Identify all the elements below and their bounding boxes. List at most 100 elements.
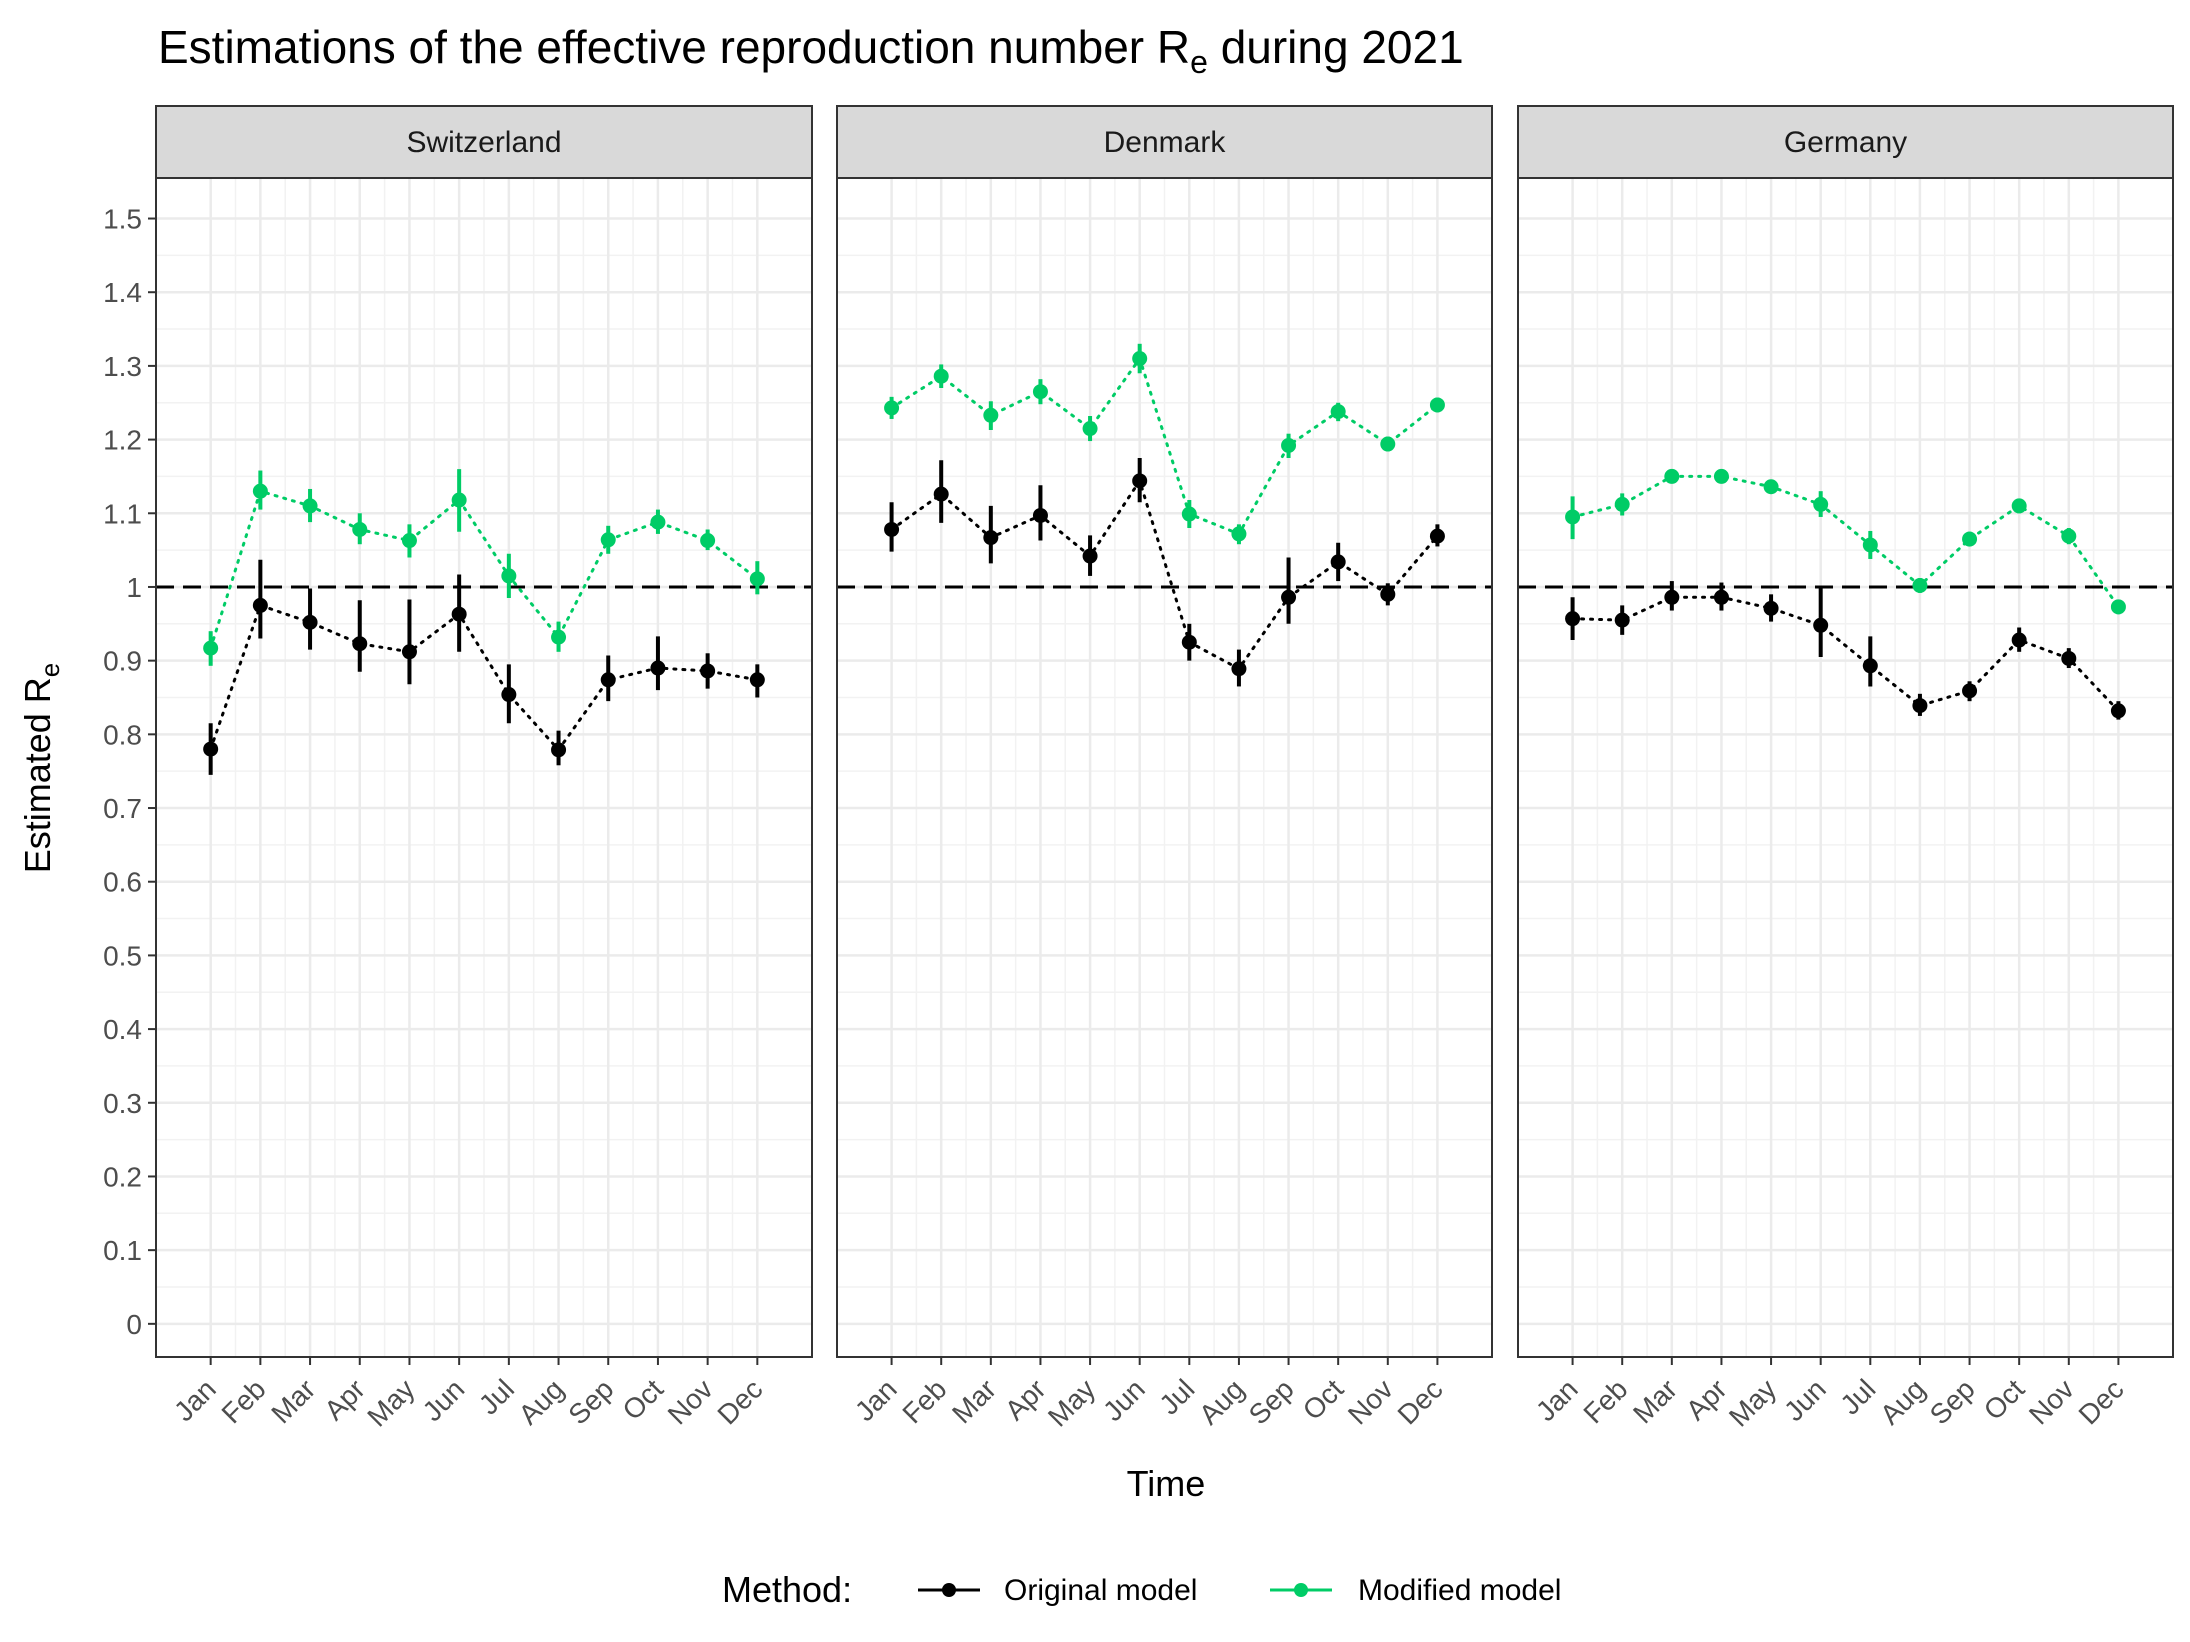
data-point — [2011, 632, 2027, 648]
series-line — [209, 603, 759, 753]
y-tick-label: 1.5 — [103, 204, 142, 235]
data-point — [203, 640, 219, 656]
series-line — [209, 489, 759, 650]
data-point — [884, 521, 900, 537]
data-point — [650, 514, 666, 530]
data-point — [933, 486, 949, 502]
x-tick-label: Nov — [662, 1373, 719, 1430]
panel-border — [155, 177, 813, 1358]
data-point — [501, 568, 517, 584]
x-tick-label: Feb — [896, 1373, 952, 1429]
facet-strip-label: Denmark — [1104, 126, 1227, 159]
y-tick-label: 0.2 — [103, 1161, 142, 1192]
data-point — [2110, 703, 2126, 719]
data-point — [884, 400, 900, 416]
y-tick-label: 0.5 — [103, 940, 142, 971]
grid-lines — [837, 178, 1492, 1357]
series-original-model — [884, 458, 1445, 687]
x-tick-label: Dec — [711, 1373, 768, 1430]
data-point — [749, 571, 765, 587]
x-tick-label: Apr — [1680, 1373, 1733, 1426]
data-point — [1862, 658, 1878, 674]
data-point — [1082, 548, 1098, 564]
facet-strip-label: Germany — [1784, 126, 1907, 159]
series-original-model — [203, 559, 765, 775]
x-tick-label: Mar — [265, 1373, 321, 1429]
panel-border — [1517, 177, 2174, 1358]
series-line — [1571, 595, 2120, 713]
data-point — [1912, 698, 1928, 714]
data-point — [1380, 586, 1396, 602]
data-point — [1862, 537, 1878, 553]
data-point — [352, 636, 368, 652]
series-line — [1571, 474, 2120, 609]
x-tick-label: Oct — [1297, 1373, 1350, 1426]
x-tick-label: Aug — [1193, 1373, 1250, 1430]
data-point — [1763, 600, 1779, 616]
x-tick-label: Mar — [1627, 1373, 1683, 1429]
data-point — [352, 521, 368, 537]
x-tick-label: Oct — [616, 1373, 669, 1426]
facet-strip — [155, 105, 813, 179]
facet-strip-label: Switzerland — [406, 126, 561, 159]
data-point — [252, 597, 268, 613]
y-tick-label: 0.7 — [103, 793, 142, 824]
x-tick-label: Nov — [1342, 1373, 1399, 1430]
y-tick-label: 1.1 — [103, 498, 142, 529]
x-tick-label: Feb — [216, 1373, 272, 1429]
data-point — [1231, 661, 1247, 677]
data-point — [2061, 650, 2077, 666]
data-point — [501, 687, 517, 703]
legend-label-modified: Modified model — [1358, 1574, 1561, 1607]
y-tick-label: 0.6 — [103, 867, 142, 898]
data-point — [600, 532, 616, 548]
series-original-model — [1565, 581, 2126, 720]
x-tick-label: Aug — [1874, 1373, 1931, 1430]
x-tick-label: Dec — [2073, 1373, 2130, 1430]
data-point — [1763, 479, 1779, 495]
grid-lines — [156, 178, 812, 1357]
data-point — [1429, 528, 1445, 544]
data-point — [1082, 421, 1098, 437]
data-point — [1962, 531, 1978, 547]
data-point — [1962, 683, 1978, 699]
data-point — [1032, 384, 1048, 400]
data-point — [1614, 612, 1630, 628]
data-point — [1813, 496, 1829, 512]
data-point — [1429, 397, 1445, 413]
y-axis-title-main: Estimated R — [17, 677, 58, 873]
y-tick-label: 0.8 — [103, 719, 142, 750]
y-tick-label: 0.4 — [103, 1014, 142, 1045]
data-point — [1664, 589, 1680, 605]
data-point — [1380, 436, 1396, 452]
series-line — [890, 355, 1439, 536]
data-point — [1912, 577, 1928, 593]
data-point — [1132, 473, 1148, 489]
x-tick-label: Dec — [1392, 1373, 1449, 1430]
legend-title: Method: — [722, 1569, 852, 1610]
y-tick-label: 1.4 — [103, 277, 142, 308]
legend-item-original: Original model — [918, 1574, 1197, 1607]
y-axis-title-subscript: e — [35, 663, 65, 677]
y-tick-label: 1.2 — [103, 425, 142, 456]
series-modified-model — [1565, 468, 2126, 615]
data-point — [2011, 498, 2027, 514]
data-point — [600, 672, 616, 688]
x-tick-label: Sep — [1924, 1373, 1981, 1430]
legend-key-point-original — [942, 1583, 956, 1597]
x-tick-label: Sep — [562, 1373, 619, 1430]
facet-strip — [1517, 105, 2174, 179]
data-point — [1281, 589, 1297, 605]
x-tick-label: Jun — [1778, 1373, 1832, 1427]
x-tick-label: Feb — [1577, 1373, 1633, 1429]
data-point — [1181, 634, 1197, 650]
data-point — [1614, 496, 1630, 512]
x-tick-label: Oct — [1978, 1373, 2031, 1426]
x-tick-label: Jun — [1097, 1373, 1151, 1427]
